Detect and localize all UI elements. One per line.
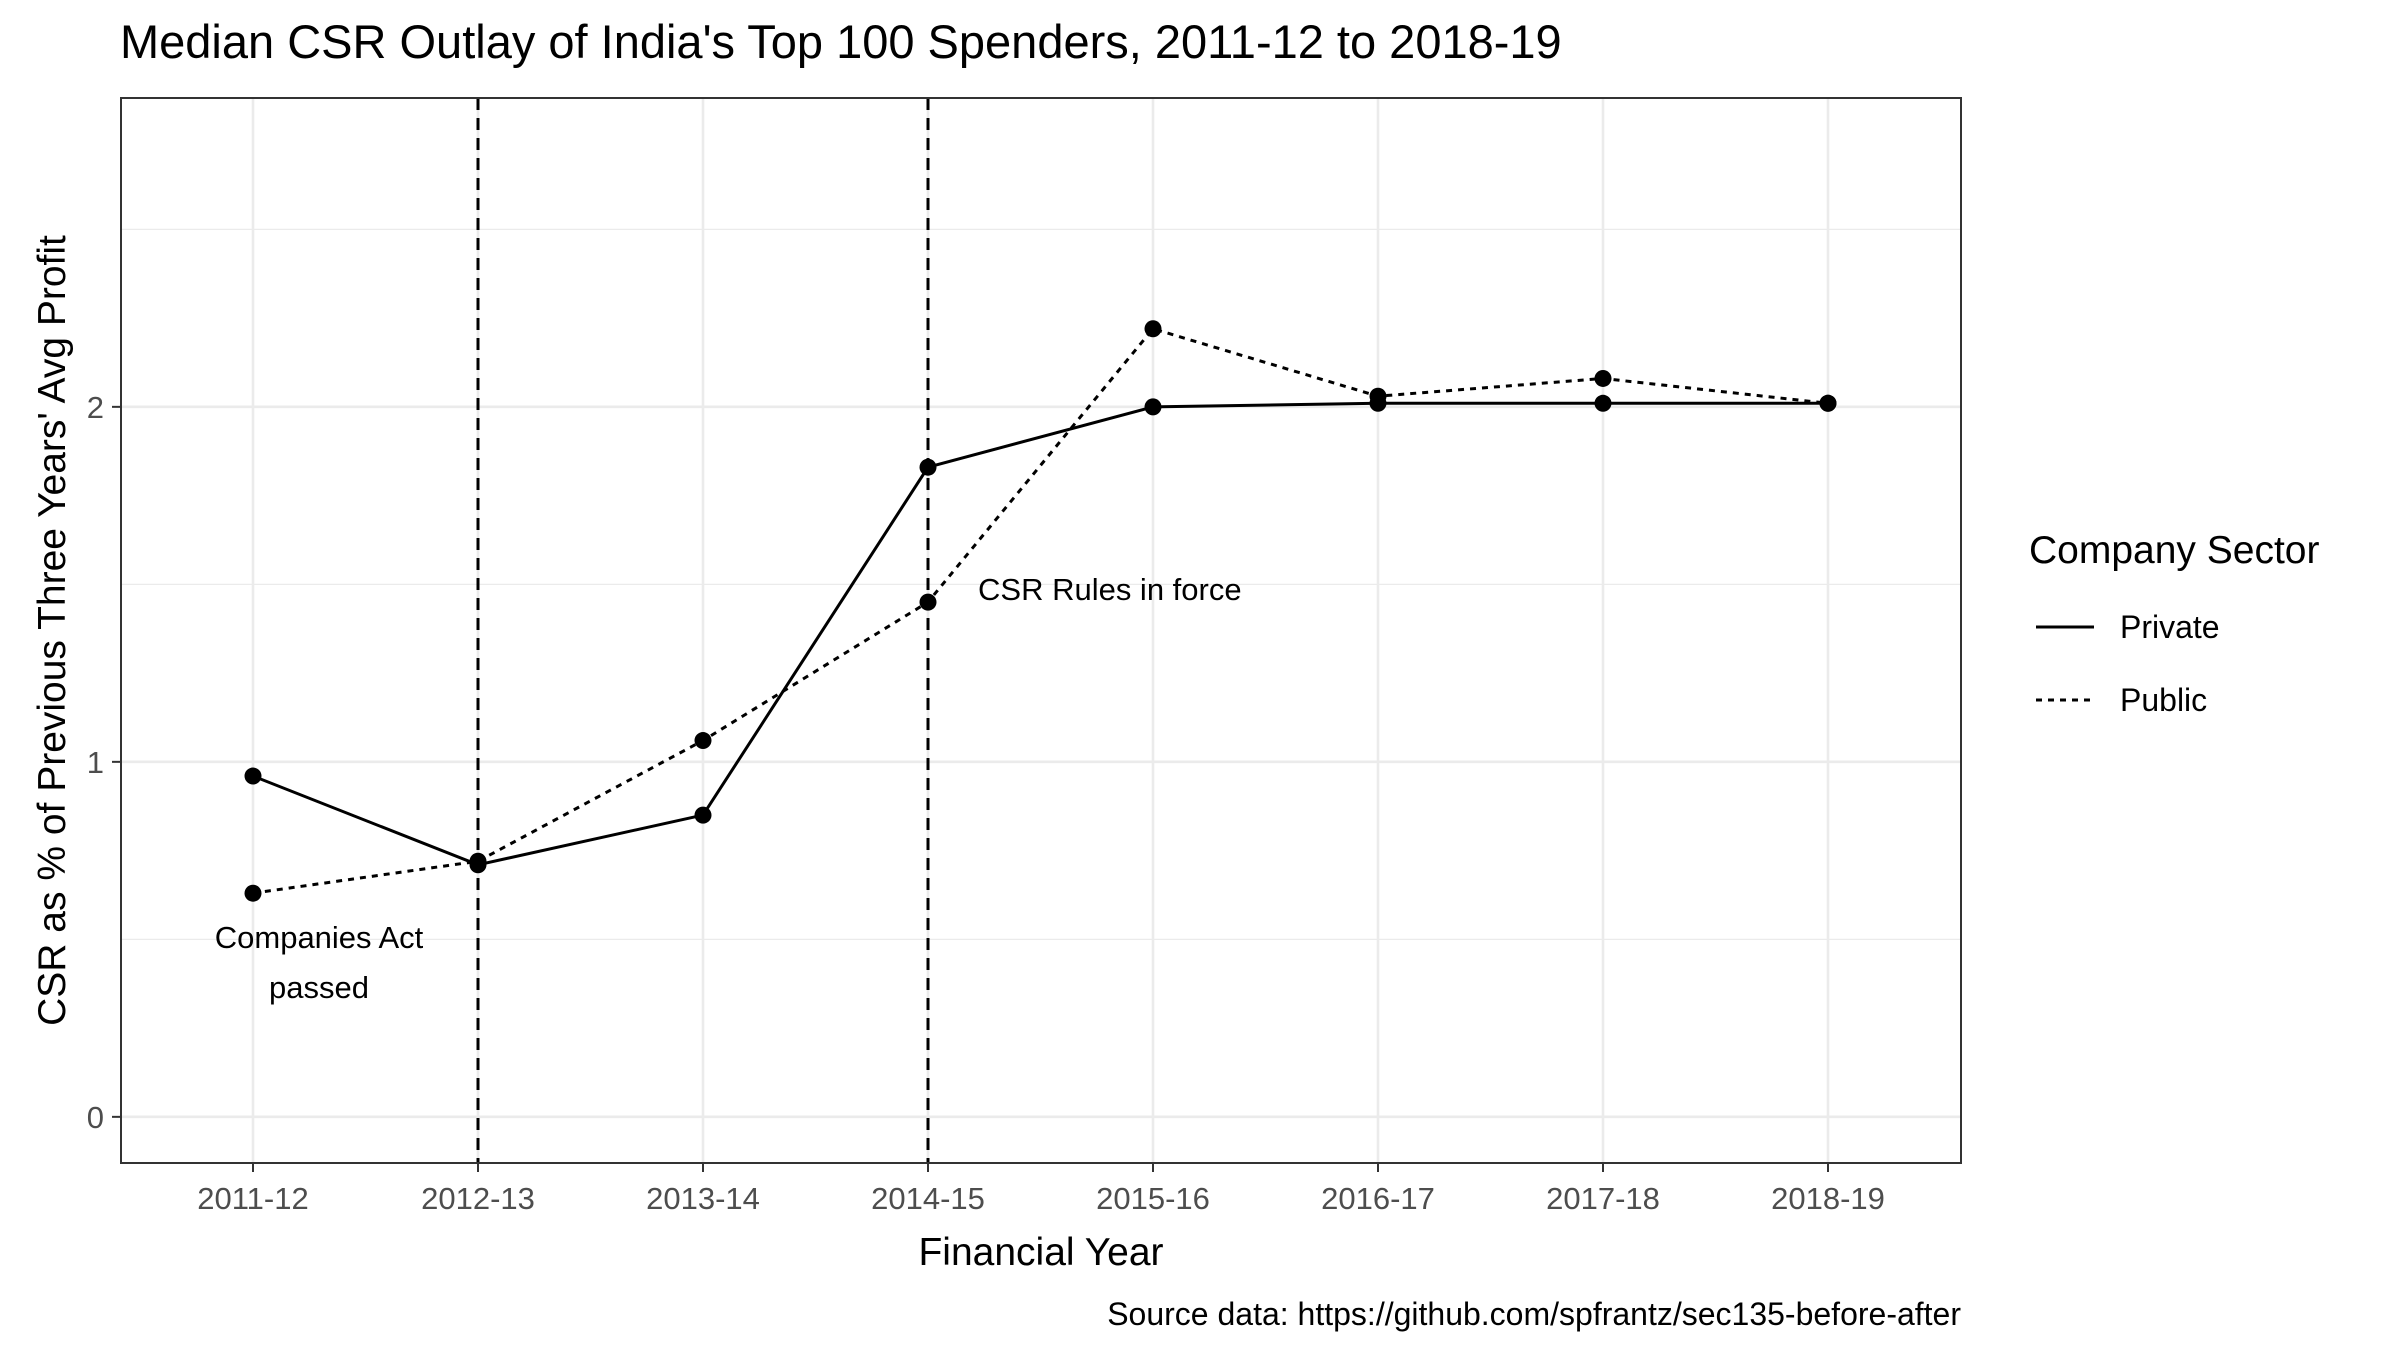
legend: Company Sector Private Public [2029,529,2319,718]
legend-title: Company Sector [2029,529,2319,572]
x-tick-label: 2016-17 [1321,1181,1435,1216]
data-point-private [694,806,712,824]
data-point-private [1144,398,1162,416]
data-point-private [919,458,937,476]
x-tick-label: 2014-15 [871,1181,985,1216]
grid-layer [121,98,1961,1163]
annotation-companies-act-line: Companies Act [215,920,424,955]
vline-layer [476,98,930,1163]
y-tick-label: 2 [87,390,104,425]
legend-label-public: Public [2120,682,2207,718]
data-point-public [1819,394,1837,412]
caption: Source data: https://github.com/spfrantz… [1107,1296,1961,1332]
legend-label-private: Private [2120,609,2220,645]
annotation-csr-rules: CSR Rules in force [978,572,1242,607]
panel-border [120,97,1962,1164]
data-point-public [919,593,937,611]
data-point-private [1594,394,1612,412]
data-point-public [244,884,262,902]
x-tick-label: 2011-12 [197,1181,308,1216]
x-tick-label: 2012-13 [421,1181,535,1216]
axis-layer: 0 1 2 2011-12 2012-13 2013-14 2014-15 2015-16 20… [87,390,1885,1216]
y-tick-label: 1 [87,745,104,780]
chart-title: Median CSR Outlay of India's Top 100 Spe… [120,15,1562,68]
series-line-public [252,327,1829,895]
x-tick-label: 2017-18 [1546,1181,1660,1216]
x-tick-label: 2013-14 [646,1181,760,1216]
series-line-private [252,401,1828,867]
y-tick-label: 0 [87,1100,104,1135]
annotation-layer: Companies Act passed CSR Rules in force [215,572,1242,1005]
data-point-public [694,732,712,750]
annotation-companies-act-line: passed [269,970,369,1005]
x-axis-title: Financial Year [918,1231,1163,1274]
x-tick-label: 2015-16 [1096,1181,1210,1216]
x-tick-label: 2018-19 [1771,1181,1885,1216]
data-point-public [1144,320,1162,338]
data-point-private [244,767,262,785]
series-layer [244,320,1837,902]
data-point-public [469,852,487,870]
y-axis-title: CSR as % of Previous Three Years' Avg Pr… [31,235,74,1026]
data-point-public [1369,387,1387,405]
data-point-public [1594,369,1612,387]
